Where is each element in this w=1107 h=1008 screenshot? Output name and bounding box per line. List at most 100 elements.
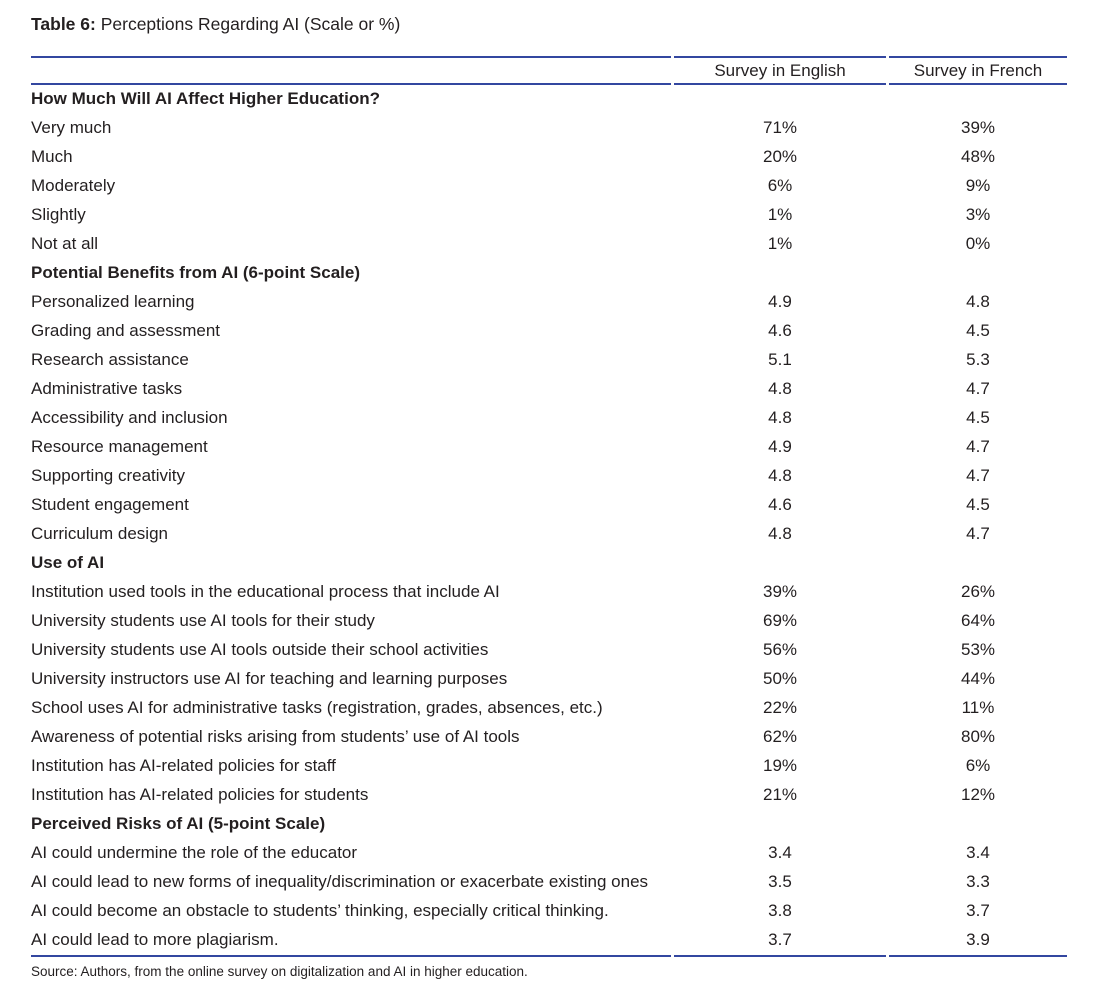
value-survey-french: 9% — [965, 176, 991, 196]
value-survey-french: 4.5 — [966, 495, 990, 515]
table-row: University students use AI tools outside… — [31, 636, 1067, 665]
table-row: University students use AI tools for the… — [31, 607, 1067, 636]
value-survey-english: 56% — [762, 640, 798, 660]
table-row: Moderately 6% 9% — [31, 172, 1067, 201]
section-header: Use of AI — [31, 553, 105, 573]
section-header-row: Potential Benefits from AI (6-point Scal… — [31, 259, 1067, 288]
table-row: Very much 71% 39% — [31, 114, 1067, 143]
table-row: AI could undermine the role of the educa… — [31, 839, 1067, 868]
table-row: Not at all 1% 0% — [31, 230, 1067, 259]
value-survey-english: 3.8 — [768, 901, 792, 921]
row-label: School uses AI for administrative tasks … — [31, 698, 603, 718]
table-row: Accessibility and inclusion 4.8 4.5 — [31, 404, 1067, 433]
row-label: Awareness of potential risks arising fro… — [31, 727, 520, 747]
value-survey-french: 4.7 — [966, 524, 990, 544]
value-survey-english: 4.8 — [768, 466, 792, 486]
section-header: Potential Benefits from AI (6-point Scal… — [31, 263, 361, 283]
row-label: Institution has AI-related policies for … — [31, 756, 336, 776]
row-label: University students use AI tools outside… — [31, 640, 489, 660]
value-survey-french: 4.5 — [966, 408, 990, 428]
value-survey-english: 6% — [767, 176, 793, 196]
value-survey-french: 4.7 — [966, 466, 990, 486]
table-title-caption: Perceptions Regarding AI (Scale or %) — [100, 14, 401, 34]
column-header-empty — [31, 56, 671, 85]
table-row: Research assistance 5.1 5.3 — [31, 346, 1067, 375]
row-label: Moderately — [31, 176, 116, 196]
value-survey-french: 0% — [965, 234, 991, 254]
table-row: Curriculum design 4.8 4.7 — [31, 520, 1067, 549]
table-row: Supporting creativity 4.8 4.7 — [31, 462, 1067, 491]
value-survey-english: 4.9 — [768, 292, 792, 312]
value-survey-french: 5.3 — [966, 350, 990, 370]
row-label: Grading and assessment — [31, 321, 220, 341]
table-row: Personalized learning 4.9 4.8 — [31, 288, 1067, 317]
value-survey-french: 11% — [961, 698, 995, 718]
table-title-label: Table 6: — [31, 14, 96, 34]
row-label: Resource management — [31, 437, 208, 457]
table-body: How Much Will AI Affect Higher Education… — [31, 85, 1067, 957]
row-label: Not at all — [31, 234, 99, 254]
row-label: AI could become an obstacle to students’… — [31, 901, 609, 921]
row-label: AI could lead to new forms of inequality… — [31, 872, 649, 892]
table-row: AI could lead to more plagiarism. 3.7 3.9 — [31, 926, 1067, 957]
section-header: How Much Will AI Affect Higher Education… — [31, 89, 380, 109]
value-survey-french: 6% — [965, 756, 991, 776]
section-header-row: Use of AI — [31, 549, 1067, 578]
row-label: Very much — [31, 118, 112, 138]
table-row: Slightly 1% 3% — [31, 201, 1067, 230]
value-survey-french: 3.4 — [966, 843, 990, 863]
value-survey-english: 4.6 — [768, 495, 792, 515]
table-row: Administrative tasks 4.8 4.7 — [31, 375, 1067, 404]
row-label: Supporting creativity — [31, 466, 186, 486]
row-label: Institution has AI-related policies for … — [31, 785, 369, 805]
row-label: Slightly — [31, 205, 86, 225]
value-survey-english: 4.8 — [768, 408, 792, 428]
table-row: School uses AI for administrative tasks … — [31, 694, 1067, 723]
table-row: Awareness of potential risks arising fro… — [31, 723, 1067, 752]
row-label: Institution used tools in the educationa… — [31, 582, 500, 602]
table-row: Institution used tools in the educationa… — [31, 578, 1067, 607]
value-survey-english: 4.9 — [768, 437, 792, 457]
row-label: Student engagement — [31, 495, 189, 515]
value-survey-english: 62% — [762, 727, 798, 747]
value-survey-english: 3.4 — [768, 843, 792, 863]
value-survey-english: 1% — [767, 205, 793, 225]
value-survey-english: 20% — [762, 147, 798, 167]
table-row: Institution has AI-related policies for … — [31, 752, 1067, 781]
value-survey-french: 4.7 — [966, 437, 990, 457]
section-header-row: Perceived Risks of AI (5-point Scale) — [31, 810, 1067, 839]
table-title: Table 6: Perceptions Regarding AI (Scale… — [31, 14, 1070, 35]
table-row: Grading and assessment 4.6 4.5 — [31, 317, 1067, 346]
value-survey-english: 3.5 — [768, 872, 792, 892]
value-survey-french: 53% — [960, 640, 996, 660]
section-header-row: How Much Will AI Affect Higher Education… — [31, 85, 1067, 114]
value-survey-french: 64% — [960, 611, 996, 631]
value-survey-french: 48% — [960, 147, 996, 167]
value-survey-french: 4.7 — [966, 379, 990, 399]
value-survey-english: 4.8 — [768, 524, 792, 544]
value-survey-english: 50% — [762, 669, 798, 689]
column-header-survey-french: Survey in French — [889, 56, 1067, 85]
row-label: Research assistance — [31, 350, 189, 370]
row-label: AI could undermine the role of the educa… — [31, 843, 358, 863]
value-survey-english: 69% — [762, 611, 798, 631]
value-survey-english: 1% — [767, 234, 793, 254]
value-survey-french: 3.7 — [966, 901, 990, 921]
value-survey-french: 3.9 — [889, 926, 1067, 957]
paper-page: Table 6: Perceptions Regarding AI (Scale… — [28, 14, 1070, 979]
value-survey-french: 3% — [965, 205, 991, 225]
value-survey-french: 39% — [960, 118, 996, 138]
column-header-survey-english: Survey in English — [674, 56, 886, 85]
row-label: Administrative tasks — [31, 379, 183, 399]
value-survey-english: 71% — [762, 118, 798, 138]
section-header: Perceived Risks of AI (5-point Scale) — [31, 814, 326, 834]
row-label: Personalized learning — [31, 292, 195, 312]
value-survey-english: 39% — [762, 582, 798, 602]
table-row: Resource management 4.9 4.7 — [31, 433, 1067, 462]
value-survey-english: 22% — [762, 698, 798, 718]
value-survey-french: 4.5 — [966, 321, 990, 341]
value-survey-english: 4.8 — [768, 379, 792, 399]
row-label: Much — [31, 147, 73, 167]
perceptions-table: Survey in English Survey in French How M… — [28, 56, 1070, 957]
table-row: Much 20% 48% — [31, 143, 1067, 172]
